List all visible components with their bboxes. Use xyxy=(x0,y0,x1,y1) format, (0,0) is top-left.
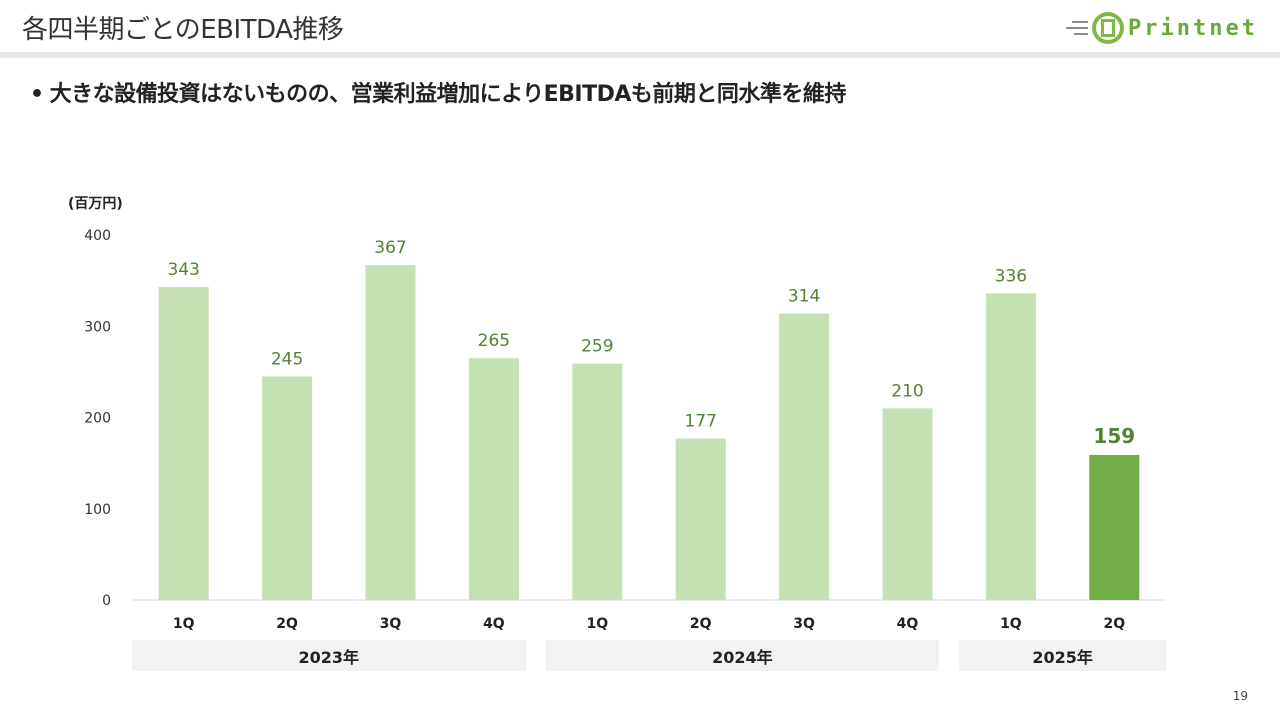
year-group-label: 2024年 xyxy=(545,640,940,671)
x-tick-label: 2Q xyxy=(1103,616,1125,632)
x-tick-label: 1Q xyxy=(1000,616,1022,632)
bar xyxy=(1089,454,1140,600)
headline-text: 大きな設備投資はないものの、営業利益増加によりEBITDAも前期と同水準を維持 xyxy=(49,82,847,107)
data-label: 259 xyxy=(581,337,613,357)
bar xyxy=(262,376,313,600)
page-title: 各四半期ごとのEBITDA推移 xyxy=(22,15,344,45)
data-label: 159 xyxy=(1093,424,1135,448)
y-tick-label: 100 xyxy=(84,502,111,518)
headline: • 大きな設備投資はないものの、営業利益増加によりEBITDAも前期と同水準を維持 xyxy=(30,76,846,108)
bar xyxy=(365,265,416,600)
data-label: 336 xyxy=(995,266,1027,286)
data-label: 210 xyxy=(891,381,923,401)
x-tick-label: 4Q xyxy=(483,616,505,632)
y-tick-label: 300 xyxy=(84,319,111,335)
logo-text: Printnet xyxy=(1128,15,1258,41)
bar xyxy=(882,408,933,600)
logo-mark-icon xyxy=(1092,12,1125,44)
data-label: 245 xyxy=(271,349,303,369)
logo: Printnet xyxy=(1066,8,1258,48)
logo-speed-lines-icon xyxy=(1066,17,1089,39)
y-tick-label: 0 xyxy=(102,593,111,609)
data-label: 177 xyxy=(684,411,716,431)
x-tick-label: 2Q xyxy=(690,616,712,632)
x-tick-label: 3Q xyxy=(380,616,402,632)
x-tick-label: 1Q xyxy=(586,616,608,632)
y-axis-unit-label: (百万円) xyxy=(68,196,123,212)
bar xyxy=(675,438,726,600)
x-tick-label: 2Q xyxy=(276,616,298,632)
x-tick-label: 3Q xyxy=(793,616,815,632)
x-tick-label: 1Q xyxy=(173,616,195,632)
year-group-label: 2025年 xyxy=(959,640,1166,671)
page-number: 19 xyxy=(1232,689,1248,703)
y-tick-label: 400 xyxy=(84,228,111,244)
bar xyxy=(985,293,1036,600)
header-divider xyxy=(0,52,1280,58)
data-label: 265 xyxy=(478,331,510,351)
bar xyxy=(779,313,830,600)
header: 各四半期ごとのEBITDA推移 Printnet xyxy=(0,0,1280,52)
data-label: 343 xyxy=(167,260,199,280)
data-label: 367 xyxy=(374,238,406,258)
bar xyxy=(468,358,519,600)
year-group-label: 2023年 xyxy=(132,640,526,671)
x-tick-label: 4Q xyxy=(897,616,919,632)
data-label: 314 xyxy=(788,286,820,306)
y-tick-label: 200 xyxy=(84,411,111,427)
bar xyxy=(572,363,623,600)
bullet-point: • xyxy=(30,82,44,107)
bar xyxy=(158,287,209,600)
